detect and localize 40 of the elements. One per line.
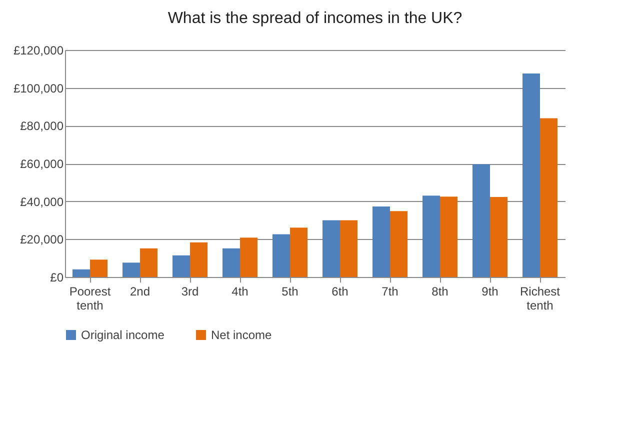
bar — [290, 228, 308, 277]
x-tick-label: 5th — [282, 284, 298, 298]
bar — [140, 248, 158, 277]
y-tick-label: £80,000 — [20, 119, 64, 134]
bar — [222, 248, 240, 277]
x-tick-label: 6th — [332, 284, 348, 298]
bar — [522, 73, 540, 277]
y-tick-label: £60,000 — [20, 157, 64, 171]
x-tick-label: Richest tenth — [520, 284, 561, 312]
x-tick-label: 8th — [432, 284, 448, 298]
y-tick-label: £0 — [50, 270, 64, 284]
bar — [390, 211, 408, 277]
x-tick-label: 4th — [232, 284, 248, 298]
bar — [90, 260, 108, 277]
bar — [240, 238, 258, 277]
bar — [472, 164, 490, 277]
bar — [172, 255, 190, 277]
bar — [72, 269, 90, 277]
bar — [372, 206, 390, 277]
bar — [322, 220, 340, 277]
bar — [190, 242, 208, 277]
bar — [422, 196, 440, 277]
chart-title: What is the spread of incomes in the UK? — [168, 10, 462, 27]
x-tick-label: 3rd — [181, 284, 199, 298]
bar — [272, 234, 290, 277]
x-tick-label: 9th — [482, 284, 498, 298]
y-tick-label: £40,000 — [20, 194, 64, 209]
y-tick-label: £20,000 — [20, 232, 64, 247]
bar — [340, 220, 358, 277]
x-tick-label: Poorest tenth — [69, 284, 112, 312]
bar — [122, 262, 140, 277]
bar — [440, 196, 458, 277]
legend-label: Original income — [81, 328, 165, 342]
y-tick-label: £120,000 — [13, 44, 64, 58]
bar — [490, 196, 508, 277]
bar — [540, 118, 558, 277]
legend-label: Net income — [211, 328, 272, 342]
x-tick-label: 7th — [382, 284, 398, 298]
y-tick-label: £100,000 — [13, 81, 64, 96]
x-tick-label: 2nd — [130, 284, 150, 298]
